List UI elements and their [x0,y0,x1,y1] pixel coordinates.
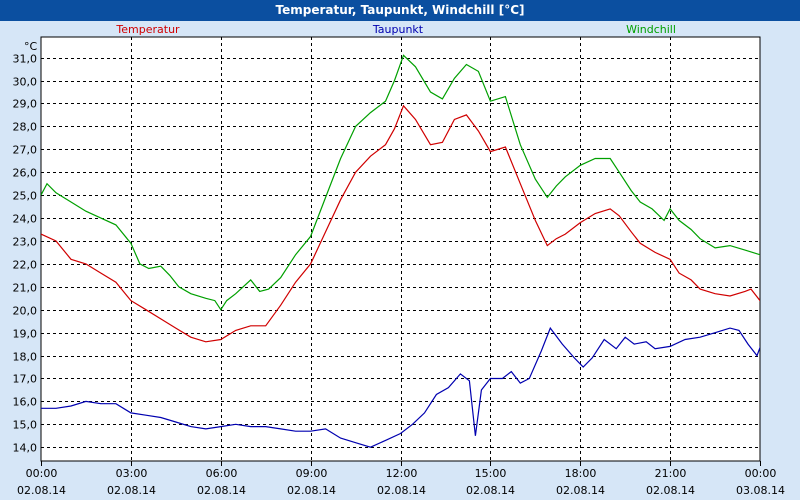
x-tick-time-label: 12:00 [386,467,418,480]
x-tick-time-label: 18:00 [565,467,597,480]
y-tick-label: 20,0 [13,305,38,318]
legend-temperatur: Temperatur [115,23,180,36]
y-tick-label: 15,0 [13,419,38,432]
x-tick-time-label: 00:00 [26,467,58,480]
chart-title: Temperatur, Taupunkt, Windchill [°C] [0,0,800,21]
plot-area [40,36,761,462]
x-tick-time-label: 09:00 [296,467,328,480]
x-tick-date-label: 02.08.14 [107,484,156,497]
y-tick-label: 27,0 [13,144,38,157]
x-tick-date-label: 02.08.14 [197,484,246,497]
x-tick-time-label: 06:00 [206,467,238,480]
y-tick-label: 29,0 [13,98,38,111]
y-tick-label: 23,0 [13,236,38,249]
x-tick-date-label: 02.08.14 [377,484,426,497]
x-tick-time-label: 15:00 [475,467,507,480]
y-tick-label: 21,0 [13,282,38,295]
x-tick-date-label: 02.08.14 [287,484,336,497]
x-tick-date-label: 03.08.14 [736,484,785,497]
y-axis-unit-label: °C [24,40,38,53]
y-tick-label: 14,0 [13,442,38,455]
y-tick-label: 16,0 [13,396,38,409]
y-tick-label: 31,0 [13,53,38,66]
series-line-taupunkt [41,326,760,448]
y-tick-label: 26,0 [13,167,38,180]
x-tick-date-label: 02.08.14 [466,484,515,497]
y-tick-label: 28,0 [13,121,38,134]
y-tick-label: 30,0 [13,76,38,89]
y-tick-label: 22,0 [13,259,38,272]
x-tick-time-label: 03:00 [116,467,148,480]
x-tick-date-label: 02.08.14 [17,484,66,497]
series-line-temperatur [41,104,760,343]
legend-windchill: Windchill [626,23,676,36]
chart-svg: 14,0 15,0 16,0 17,0 18,0 19,0 20,0 21,0 22,0 23,0… [13,23,785,497]
y-tick-label: 18,0 [13,351,38,364]
x-tick-date-label: 02.08.14 [646,484,695,497]
y-tick-label: 24,0 [13,213,38,226]
legend-taupunkt: Taupunkt [372,23,424,36]
y-tick-label: 19,0 [13,328,38,341]
y-tick-label: 25,0 [13,190,38,203]
y-tick-label: 17,0 [13,373,38,386]
x-tick-time-label: 00:00 [745,467,777,480]
series-line-windchill [41,54,760,311]
x-tick-time-label: 21:00 [655,467,687,480]
x-tick-date-label: 02.08.14 [556,484,605,497]
